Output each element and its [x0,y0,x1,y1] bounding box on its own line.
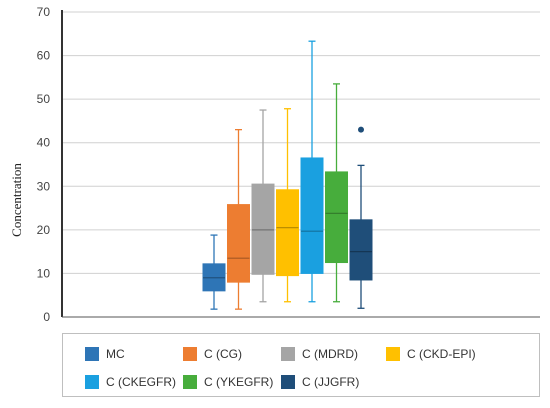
legend-label: C (JJGFR) [302,375,360,389]
y-tick-label: 40 [37,136,51,150]
legend-item: C (MDRD) [281,347,358,361]
box [325,171,348,264]
box [276,189,299,277]
legend-label: C (MDRD) [302,347,358,361]
legend-item: MC [85,347,125,361]
legend-swatch [281,347,295,361]
outlier-point [358,126,364,133]
legend-swatch [281,375,295,389]
legend-label: C (YKEGFR) [204,375,274,389]
legend-label: C (CKD-EPI) [407,347,476,361]
y-tick-label: 70 [37,5,51,19]
legend-label: MC [106,347,125,361]
legend-item: C (CKD-EPI) [386,347,476,361]
legend-item: C (CG) [183,347,242,361]
box [349,219,373,281]
box [300,157,324,274]
y-tick-label: 10 [37,266,51,280]
legend-swatch [183,347,197,361]
y-tick-label: 60 [37,49,51,63]
box [227,204,250,283]
legend-item: C (YKEGFR) [183,375,273,389]
box [251,183,275,275]
legend-swatch [386,347,400,361]
y-axis-label: Concentration [9,163,24,237]
legend-label: C (CG) [204,347,242,361]
legend: MC C (CG) C (MDRD) C (CKD-EPI) C (CKEGFR) C (… [62,333,540,397]
y-tick-label: 50 [37,92,51,106]
y-tick-label: 0 [43,310,50,324]
y-tick-label: 30 [37,179,51,193]
legend-label: C (CKEGFR) [106,375,176,389]
box [202,263,226,292]
legend-swatch [85,375,99,389]
plot-area: 0 10 20 30 40 50 60 70 [37,5,540,324]
legend-swatch [183,375,197,389]
legend-item: C (JJGFR) [281,375,359,389]
legend-swatch [85,347,99,361]
y-tick-label: 20 [37,223,51,237]
legend-item: C (CKEGFR) [85,375,176,389]
